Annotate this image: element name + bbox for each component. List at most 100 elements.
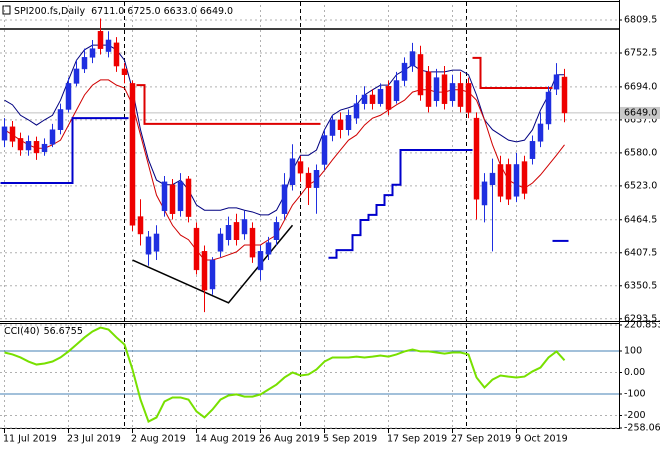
candle-body [105, 39, 112, 52]
y-tick-label: 6637.0 [624, 114, 657, 125]
y-tick-label: 6809.5 [624, 14, 657, 25]
candle-body [361, 94, 368, 104]
candle-body [329, 119, 336, 136]
candle-body [193, 227, 200, 271]
candle-body [265, 242, 272, 255]
symbol-icon [2, 5, 11, 15]
y-tick-label: 6464.5 [624, 214, 657, 225]
step-line [136, 84, 321, 125]
y-tick-label: 6752.5 [624, 48, 657, 59]
candle-body [161, 181, 168, 212]
y-tick-label: 6694.0 [624, 81, 657, 92]
candle-body [97, 31, 104, 49]
x-tick-label: 17 Sep 2019 [387, 434, 447, 445]
y-tick-label: -100 [624, 389, 646, 400]
candle-body [217, 233, 224, 252]
candle-body [137, 216, 144, 235]
candle-body [153, 233, 160, 252]
candle-body [257, 251, 264, 271]
candle-body [425, 71, 432, 107]
candle-body [185, 178, 192, 217]
y-tick-label: 6580.0 [624, 147, 657, 158]
candle-body [49, 129, 56, 145]
last-price-box [620, 106, 660, 119]
x-tick-label: 5 Sep 2019 [323, 434, 377, 445]
candle-body [209, 259, 216, 290]
candle-body [457, 83, 464, 107]
y-tick-label: -258.0615 [624, 423, 660, 434]
candle-body [249, 227, 256, 258]
step-line [472, 56, 553, 90]
y-tick-label: 6350.5 [624, 280, 657, 291]
candle-body [177, 181, 184, 212]
candle-body [473, 117, 480, 200]
candle-body [393, 80, 400, 102]
y-tick-label: 6523.0 [624, 180, 657, 191]
candle-body [401, 62, 408, 81]
candle-body [553, 74, 560, 90]
candle-body [25, 141, 32, 151]
indicator-header: CCI(40) 56.6755 [4, 326, 83, 337]
candle-body [313, 170, 320, 188]
candle-body [241, 219, 248, 235]
candle-body [497, 164, 504, 197]
candle-body [513, 164, 520, 197]
candle-body [297, 161, 304, 174]
candle-body [121, 68, 128, 75]
candle-body [441, 74, 448, 104]
indicator-title: CCI(40) [4, 326, 40, 337]
candle-body [321, 135, 328, 165]
candle-body [561, 76, 568, 114]
candle-body [337, 119, 344, 130]
candle-body [65, 83, 72, 110]
candle-body [73, 68, 80, 84]
cci-line [4, 326, 566, 423]
y-tick-label: 0.00 [624, 367, 645, 378]
candle-body [281, 184, 288, 214]
candle-body [273, 222, 280, 240]
indicator-value: 56.6755 [44, 326, 83, 337]
plot-layer: 11 Jul 2019 23 Jul 2019 2 Aug 2019 14 Aug 2… [0, 5, 660, 445]
candle-body [289, 158, 296, 185]
candle-body [481, 181, 488, 206]
step-line [328, 148, 473, 259]
x-tick-label: 26 Aug 2019 [259, 434, 320, 445]
candle-body [433, 77, 440, 102]
candle-body [225, 225, 232, 240]
x-tick-label: 23 Jul 2019 [67, 434, 121, 445]
candle-body [385, 86, 392, 110]
x-tick-label: 27 Sep 2019 [451, 434, 511, 445]
y-tick-label: 6293.5 [624, 313, 657, 324]
candle-body [233, 222, 240, 240]
candle-body [113, 42, 120, 67]
y-tick-label: 6407.5 [624, 247, 657, 258]
candle-body [201, 251, 208, 291]
candle-body [89, 48, 96, 58]
candle-body [57, 109, 64, 130]
step-line [0, 117, 129, 184]
candle-body [81, 57, 88, 70]
candle-body [545, 91, 552, 125]
candle-body [145, 236, 152, 255]
last-price-label: 6649.0 [624, 107, 657, 118]
candle-body [489, 172, 496, 185]
candle-body [129, 83, 136, 226]
y-tick-label: -200 [624, 410, 646, 421]
candle-body [537, 123, 544, 142]
candle-body [169, 184, 176, 214]
candle-body [33, 141, 40, 154]
ohlc-label: 6711.0 6725.0 6633.0 6649.0 [91, 6, 233, 17]
candle-body [1, 126, 8, 141]
candle-body [529, 141, 536, 159]
x-tick-label: 9 Oct 2019 [515, 434, 568, 445]
candle-body [521, 161, 528, 194]
candle-body [505, 164, 512, 200]
candle-body [345, 115, 352, 130]
candle-body [417, 54, 424, 96]
x-tick-label: 14 Aug 2019 [195, 434, 256, 445]
candle-body [465, 83, 472, 113]
x-tick-label: 11 Jul 2019 [3, 434, 57, 445]
candle-body [449, 83, 456, 102]
